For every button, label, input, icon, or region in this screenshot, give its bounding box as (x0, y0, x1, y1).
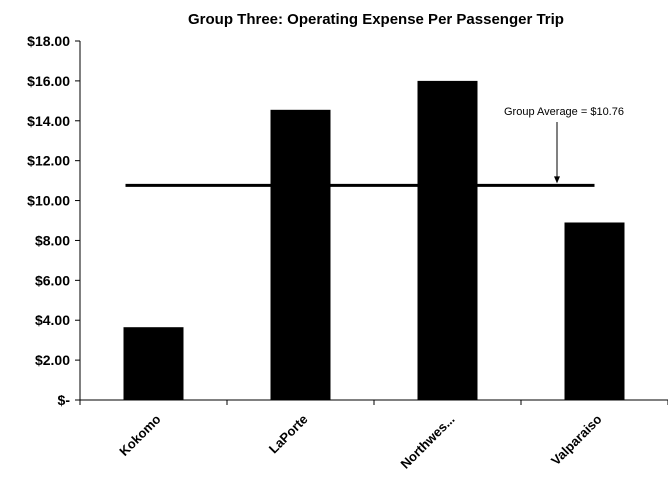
y-tick-label: $6.00 (35, 272, 70, 288)
y-tick-label: $2.00 (35, 352, 70, 368)
y-tick-label: $- (58, 392, 71, 408)
annotation-arrow-head (554, 176, 560, 184)
bar (123, 327, 184, 400)
x-tick-label: Kokomo (116, 411, 163, 458)
x-tick-label: LaPorte (266, 412, 311, 457)
bar (270, 109, 331, 400)
plot-area: $- $2.00 $4.00 $6.00 $8.00 $10.00 $12.00 $14.00… (27, 33, 668, 472)
chart-title: Group Three: Operating Expense Per Passe… (188, 11, 564, 28)
y-tick-label: $8.00 (35, 232, 70, 248)
group-average-label: Group Average = $10.76 (504, 106, 624, 118)
y-tick-label: $16.00 (27, 73, 70, 89)
x-tick-label: Northwes... (397, 412, 457, 472)
x-tick-label: Valparaiso (548, 411, 605, 468)
y-tick-label: $14.00 (27, 113, 70, 129)
y-tick-label: $10.00 (27, 193, 70, 209)
y-tick-label: $18.00 (27, 33, 70, 49)
y-tick-label: $4.00 (35, 312, 70, 328)
bar (564, 222, 625, 400)
bar (417, 80, 478, 400)
y-tick-label: $12.00 (27, 153, 70, 169)
